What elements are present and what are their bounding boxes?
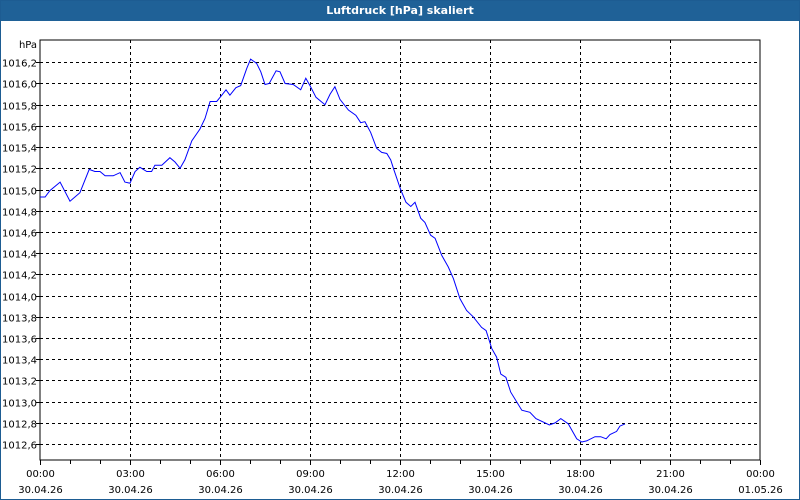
- x-tick-time: 18:00: [566, 469, 595, 480]
- x-tick-date: 30.04.26: [18, 485, 63, 496]
- x-tick-time: 00:00: [746, 469, 775, 480]
- y-tick-label: 1013,4: [2, 356, 37, 367]
- x-tick-time: 21:00: [656, 469, 685, 480]
- y-axis-unit: hPa: [19, 40, 37, 51]
- x-tick-time: 15:00: [476, 469, 505, 480]
- y-tick-label: 1014,2: [2, 271, 37, 282]
- y-tick-label: 1015,4: [2, 144, 37, 155]
- x-tick-time: 12:00: [386, 469, 415, 480]
- x-tick-date: 30.04.26: [288, 485, 333, 496]
- y-tick-label: 1016,0: [2, 80, 37, 91]
- y-tick-label: 1015,2: [2, 165, 37, 176]
- y-tick-label: 1016,2: [2, 59, 37, 70]
- y-tick-label: 1014,6: [2, 229, 37, 240]
- x-tick-time: 09:00: [296, 469, 325, 480]
- y-tick-label: 1014,0: [2, 293, 37, 304]
- y-tick-label: 1015,6: [2, 123, 37, 134]
- x-tick-date: 30.04.26: [378, 485, 423, 496]
- y-tick-label: 1012,8: [2, 420, 37, 431]
- x-tick-time: 06:00: [206, 469, 235, 480]
- x-tick-date: 30.04.26: [468, 485, 513, 496]
- y-tick-label: 1015,0: [2, 187, 37, 198]
- x-tick-date: 30.04.26: [558, 485, 603, 496]
- y-tick-label: 1013,2: [2, 377, 37, 388]
- y-tick-label: 1015,8: [2, 102, 37, 113]
- x-tick-date: 30.04.26: [198, 485, 243, 496]
- y-tick-label: 1014,4: [2, 250, 37, 261]
- y-tick-label: 1013,6: [2, 335, 37, 346]
- x-tick-time: 03:00: [116, 469, 145, 480]
- x-tick-time: 00:00: [26, 469, 55, 480]
- y-tick-label: 1013,0: [2, 399, 37, 410]
- x-tick-date: 30.04.26: [108, 485, 153, 496]
- series-line-luftdruck: [40, 58, 626, 443]
- y-tick-label: 1013,8: [2, 314, 37, 325]
- x-tick-date: 30.04.26: [648, 485, 693, 496]
- chart-title: Luftdruck [hPa] skaliert: [1, 1, 799, 21]
- y-tick-label: 1012,6: [2, 441, 37, 452]
- y-tick-label: 1014,8: [2, 208, 37, 219]
- x-tick-date: 01.05.26: [738, 485, 783, 496]
